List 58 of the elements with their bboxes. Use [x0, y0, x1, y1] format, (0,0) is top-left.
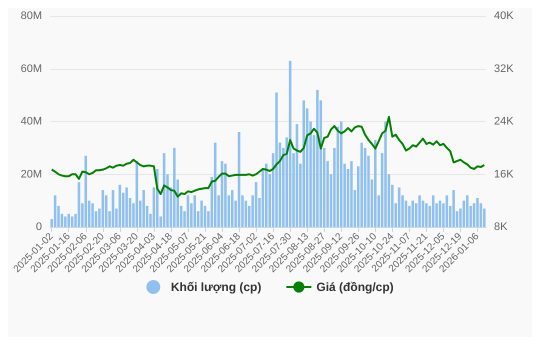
bar	[254, 182, 258, 227]
y-tick-label: 20M	[20, 168, 42, 180]
bar	[340, 122, 343, 227]
bar	[374, 140, 377, 227]
bar	[125, 187, 128, 227]
bar	[91, 203, 94, 227]
bar	[350, 161, 353, 227]
bar	[67, 214, 70, 227]
legend-label: Khối lượng (cp)	[170, 280, 262, 294]
legend-label: Giá (đồng/cp)	[316, 280, 394, 294]
bar	[384, 122, 387, 227]
bar	[360, 142, 363, 227]
bar	[238, 132, 240, 227]
y-tick-label: 0	[36, 221, 42, 233]
bar	[173, 148, 176, 227]
bar	[142, 190, 145, 227]
y2-tick-label: 32K	[494, 62, 514, 75]
y-tick-label: 40M	[20, 116, 42, 128]
bar	[418, 195, 421, 227]
bar	[186, 195, 190, 227]
y2-tick-label: 16K	[494, 168, 514, 180]
bar	[230, 190, 234, 227]
bar	[452, 190, 455, 227]
bar	[476, 198, 479, 227]
bar	[193, 195, 196, 227]
y2-tick-label: 8K	[494, 221, 508, 233]
bar	[438, 200, 442, 227]
bar	[78, 182, 80, 227]
bar	[288, 60, 292, 227]
y-tick-label: 80M	[20, 10, 42, 22]
bar	[265, 164, 268, 227]
bar	[432, 195, 434, 227]
bar	[112, 190, 114, 227]
bar	[200, 200, 203, 227]
bar	[136, 161, 138, 227]
y2-tick-label: 40K	[494, 10, 514, 22]
bar	[411, 200, 414, 227]
bar	[118, 184, 122, 227]
bar	[302, 100, 306, 227]
y-tick-label: 60M	[20, 62, 42, 75]
bar	[316, 90, 319, 227]
bar	[220, 161, 224, 227]
bar	[84, 156, 88, 227]
bar	[70, 216, 74, 227]
bar	[425, 203, 428, 227]
bar	[398, 187, 400, 227]
bar	[224, 164, 227, 227]
bar	[446, 195, 448, 227]
bar	[296, 124, 298, 227]
bar	[54, 195, 56, 227]
line-series	[50, 116, 486, 198]
y2-tick-label: 24K	[494, 116, 514, 128]
bar	[64, 216, 67, 227]
bar	[214, 142, 216, 227]
bar	[466, 195, 469, 227]
bar	[102, 190, 104, 227]
bar	[275, 92, 278, 227]
bar	[162, 153, 166, 227]
